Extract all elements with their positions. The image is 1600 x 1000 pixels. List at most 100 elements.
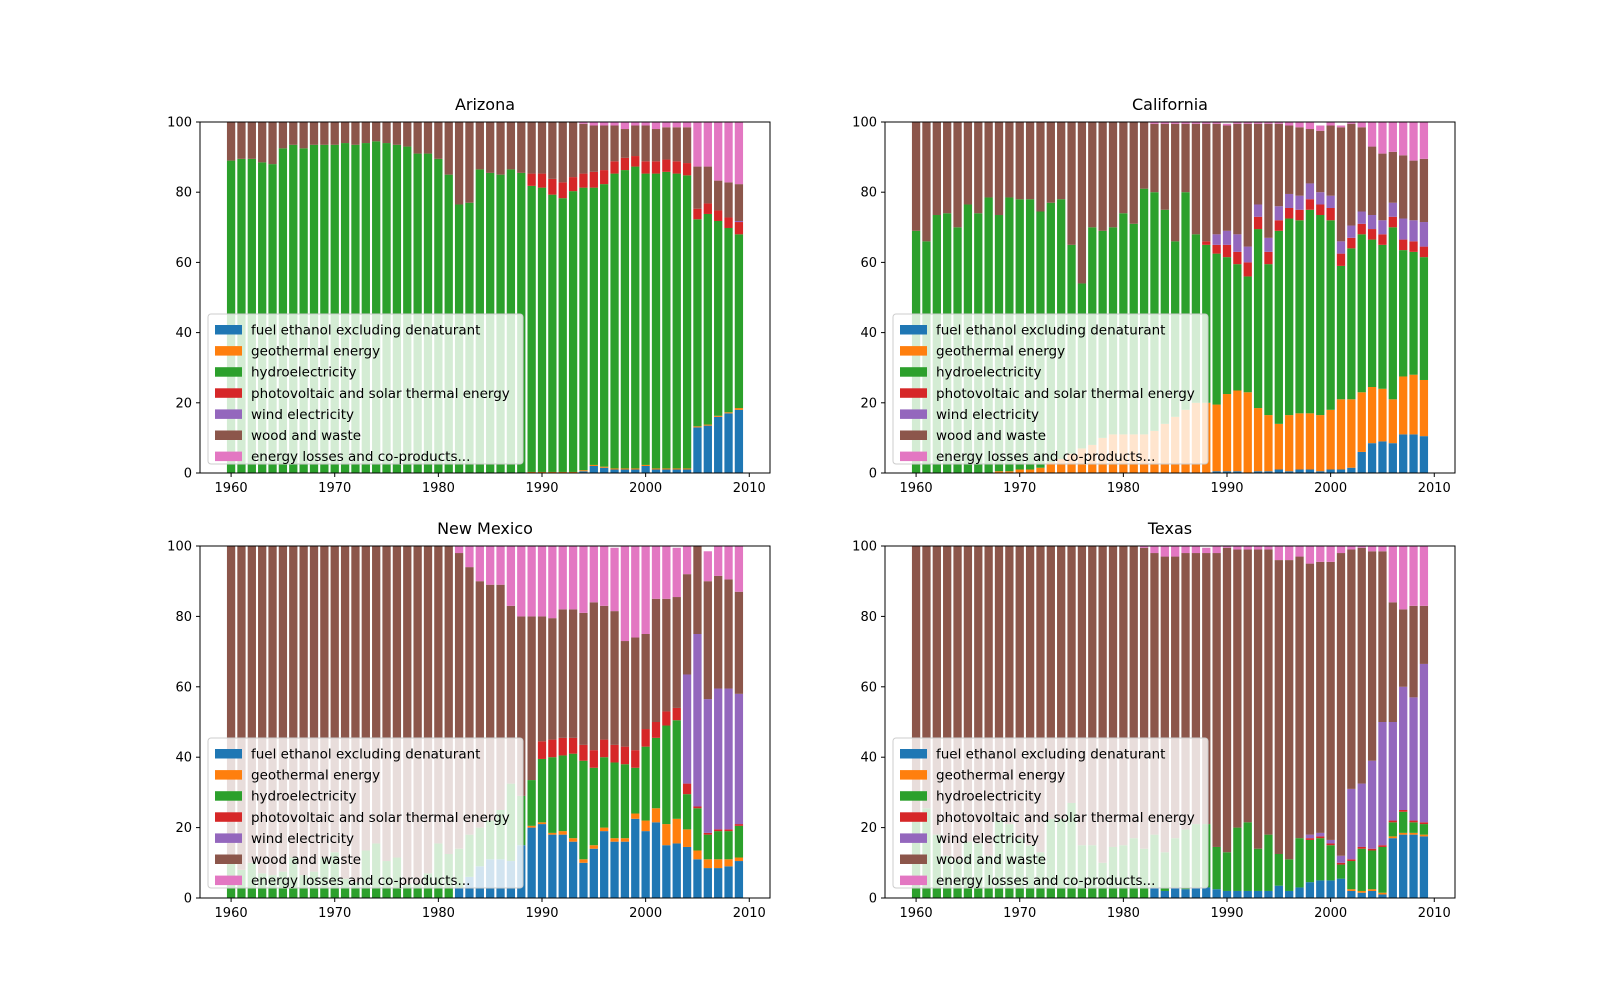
bar-segment [537, 546, 547, 617]
bar-segment [1222, 125, 1232, 231]
bar-segment [1264, 834, 1273, 891]
bar-segment [1305, 469, 1315, 473]
bar-segment [1378, 388, 1387, 442]
bar-segment [943, 122, 952, 214]
bar-segment [1326, 207, 1335, 221]
bar-segment [1399, 218, 1408, 240]
bar-segment [1253, 471, 1263, 473]
bar-segment [1285, 890, 1294, 898]
bar-segment [724, 859, 733, 867]
bar-segment [1264, 251, 1273, 265]
bar-segment [1305, 122, 1315, 130]
bar-segment [1274, 546, 1283, 561]
bar-segment [714, 416, 723, 473]
bar-segment [548, 546, 557, 619]
bar-segment [1233, 264, 1242, 391]
bar-segment [423, 546, 433, 874]
bar-segment [1419, 836, 1429, 898]
bar-segment [984, 546, 993, 856]
y-tick-label: 40 [175, 751, 192, 766]
bar-segment [1253, 890, 1263, 898]
bar-segment [1399, 239, 1408, 251]
bar-segment [651, 546, 661, 599]
bar-segment [1378, 153, 1387, 221]
bar-segment [403, 883, 412, 898]
bar-segment [1212, 889, 1221, 898]
y-tick-label: 100 [167, 116, 192, 131]
bar-segment [1253, 229, 1263, 409]
bar-segment [631, 122, 640, 126]
bar-segment [1222, 852, 1232, 891]
legend-label: wind electricity [936, 831, 1039, 847]
bar-segment [289, 144, 298, 473]
bar-segment [1367, 229, 1377, 240]
bar-segment [517, 122, 526, 173]
bar-segment [714, 220, 723, 416]
bar-segment [1057, 122, 1066, 200]
bar-segment [568, 838, 578, 842]
bar-segment [693, 546, 702, 634]
bar-segment [641, 161, 650, 174]
bar-segment [1171, 546, 1180, 557]
bar-segment [1347, 237, 1356, 249]
bar-segment [1399, 686, 1408, 810]
legend-swatch [900, 854, 927, 864]
bar-segment [734, 220, 744, 223]
bar-segment [1212, 234, 1221, 245]
bar-segment [1285, 859, 1294, 891]
bar-segment [579, 859, 588, 863]
bar-segment [1264, 264, 1273, 416]
legend-swatch [900, 812, 927, 822]
legend-swatch [215, 388, 242, 398]
bar-segment [1150, 887, 1159, 898]
bar-segment [1212, 471, 1221, 473]
bar-segment [724, 122, 733, 183]
bar-segment [1388, 151, 1397, 203]
bar-segment [1378, 551, 1387, 722]
bar-segment [1015, 122, 1024, 200]
bar-segment [682, 846, 692, 898]
bar-segment [672, 468, 681, 470]
bar-segment [600, 827, 609, 832]
bar-segment [1295, 546, 1304, 557]
bar-segment [1399, 250, 1408, 377]
legend-label: photovoltaic and solar thermal energy [936, 810, 1195, 826]
y-tick-label: 40 [175, 326, 192, 341]
bar-segment [1202, 547, 1211, 554]
bar-segment [1367, 122, 1377, 147]
bar-segment [548, 834, 557, 898]
bar-segment [1253, 848, 1263, 891]
bar-segment [703, 424, 712, 426]
bar-segment [641, 125, 650, 162]
bar-segment [693, 859, 702, 898]
bar-segment [579, 470, 588, 472]
bar-segment [1367, 889, 1377, 891]
bar-segment [1274, 469, 1283, 473]
bar-segment [631, 125, 640, 157]
bar-segment [1347, 549, 1356, 789]
bar-segment [672, 843, 681, 898]
bar-segment [1316, 838, 1325, 881]
bar-segment [734, 222, 744, 235]
bar-segment [662, 845, 671, 898]
bar-segment [1181, 553, 1190, 830]
bar-segment [693, 634, 702, 807]
legend-swatch [215, 346, 242, 356]
bar-segment [714, 122, 723, 181]
bar-segment [1025, 469, 1035, 473]
bar-segment [1222, 547, 1232, 853]
bar-segment [1191, 122, 1201, 124]
bar-segment [1098, 122, 1107, 231]
bar-segment [1388, 202, 1397, 217]
legend-swatch [900, 770, 927, 780]
bar-segment [1336, 546, 1346, 554]
bar-segment [558, 182, 567, 199]
bar-segment [1367, 239, 1377, 388]
bar-segment [703, 834, 712, 860]
bar-segment [1409, 122, 1418, 161]
bar-segment [1222, 244, 1232, 258]
subplot-arizona: Arizona 1960 1970 1980 1990 2000 2010 0 20 40 60 8… [167, 95, 771, 496]
bar-segment [1274, 885, 1283, 898]
legend-swatch [900, 875, 927, 886]
bar-segment [693, 850, 702, 860]
